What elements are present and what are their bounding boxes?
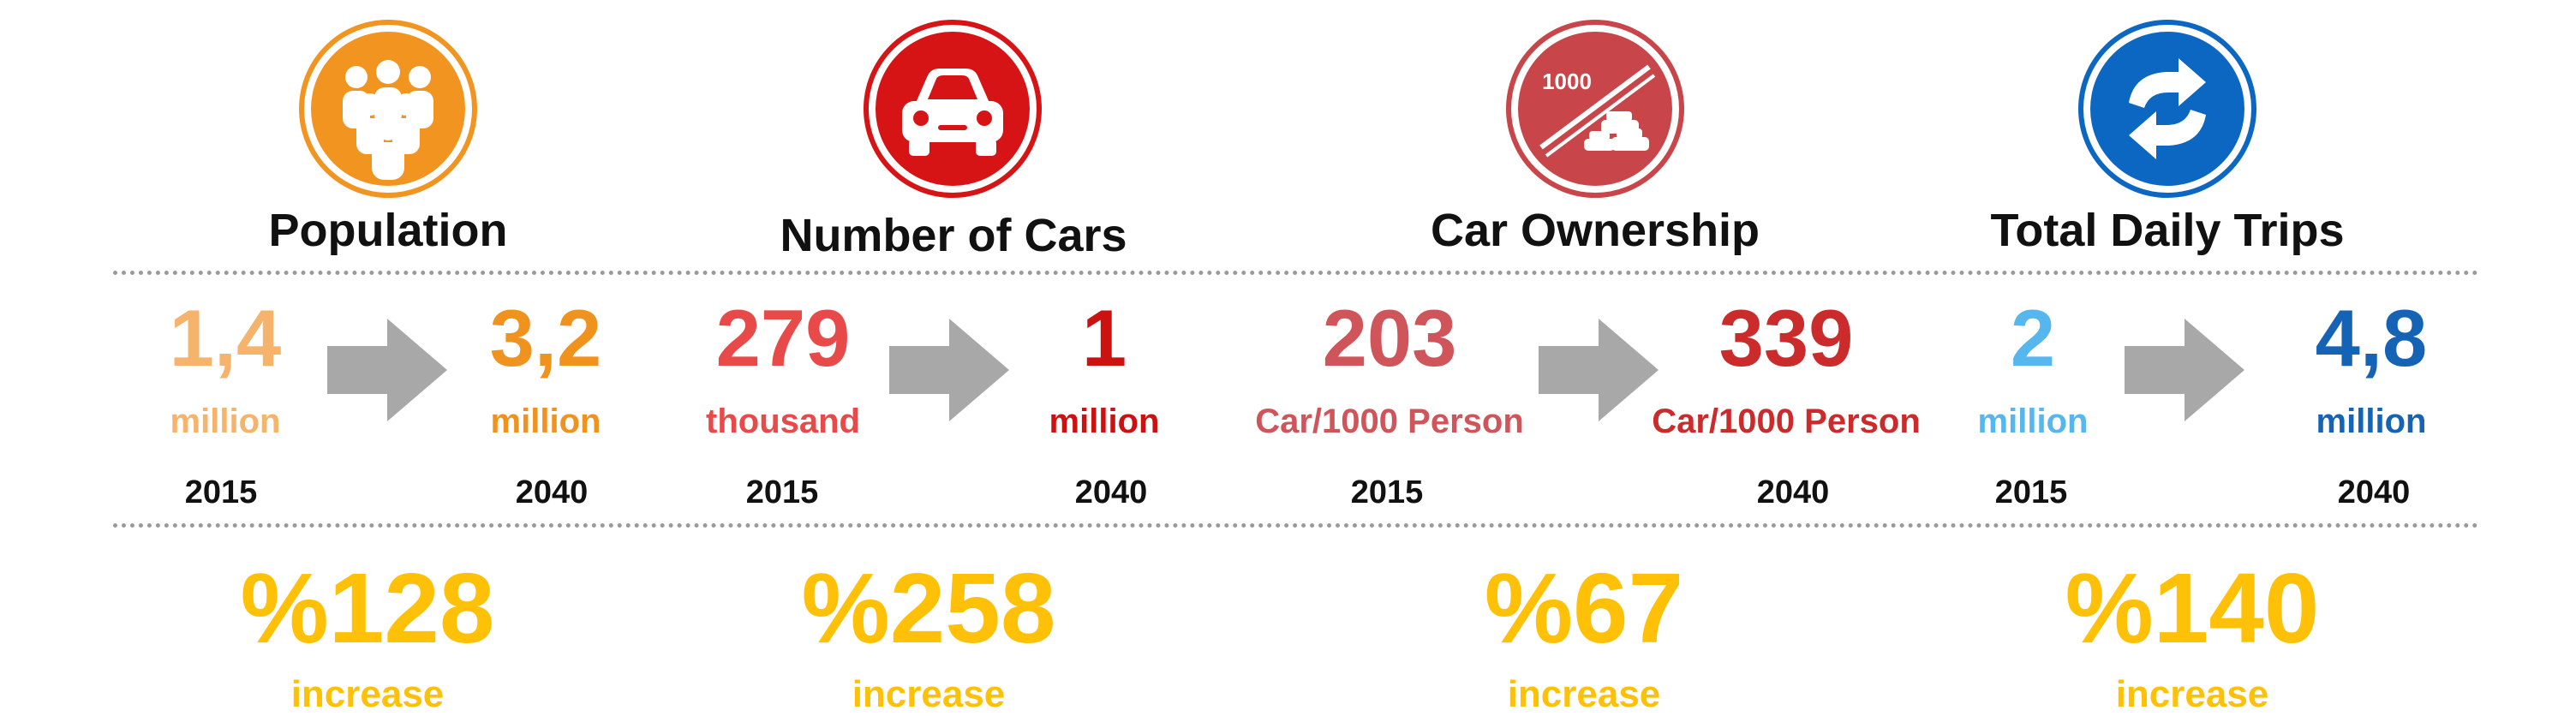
refresh-arrows-icon (2078, 20, 2256, 198)
top-divider (113, 271, 2479, 275)
population-change-label: increase (290, 673, 445, 715)
cars-2040-unit: million (1049, 403, 1160, 440)
bottom-divider (113, 523, 2479, 528)
trips-2040-unit: million (2316, 403, 2427, 440)
cars-change-label: increase (852, 673, 1006, 715)
trips-2040-year: 2040 (2337, 474, 2411, 510)
section-title-ownership: Car Ownership (1430, 205, 1760, 256)
arrow-right-icon (327, 319, 447, 421)
ownership-change-label: increase (1507, 673, 1661, 715)
population-2040-unit: million (490, 403, 601, 440)
arrow-right-icon (1539, 319, 1659, 421)
ownership-change-percent: %67 (1484, 552, 1684, 664)
cars-2040-value: 1 (1081, 293, 1127, 383)
ownership-2015-value: 203 (1322, 293, 1457, 383)
arrow-right-icon (2125, 319, 2244, 421)
people-group-icon (299, 20, 477, 198)
cars-change-percent: %258 (801, 552, 1056, 664)
trips-change-label: increase (2115, 673, 2269, 715)
population-change-percent: %128 (240, 552, 495, 664)
trips-2015-value: 2 (2010, 293, 2056, 383)
cars-per-1000-icon: 1000 (1506, 20, 1684, 198)
svg-text:1000: 1000 (1542, 69, 1592, 94)
cars-2015-unit: thousand (706, 403, 860, 440)
ownership-2040-value: 339 (1718, 293, 1854, 383)
population-2015-unit: million (170, 403, 281, 440)
arrow-right-icon (889, 319, 1009, 421)
car-icon (864, 20, 1042, 198)
ownership-2015-year: 2015 (1350, 474, 1424, 510)
trips-2040-value: 4,8 (2315, 293, 2428, 383)
trips-change-percent: %140 (2065, 552, 2320, 664)
ownership-2040-year: 2040 (1756, 474, 1830, 510)
section-title-trips: Total Daily Trips (1990, 205, 2345, 256)
population-2040-value: 3,2 (489, 293, 602, 383)
trips-2015-year: 2015 (1994, 474, 2068, 510)
trips-2015-unit: million (1977, 403, 2089, 440)
population-2015-value: 1,4 (169, 293, 282, 383)
cars-2015-value: 279 (715, 293, 851, 383)
cars-2015-year: 2015 (745, 474, 819, 510)
cars-2040-year: 2040 (1074, 474, 1148, 510)
ownership-2040-unit: Car/1000 Person (1652, 403, 1921, 440)
section-title-cars: Number of Cars (780, 210, 1127, 261)
section-title-population: Population (268, 205, 508, 256)
population-2040-year: 2040 (515, 474, 589, 510)
population-2015-year: 2015 (184, 474, 258, 510)
ownership-2015-unit: Car/1000 Person (1255, 403, 1524, 440)
